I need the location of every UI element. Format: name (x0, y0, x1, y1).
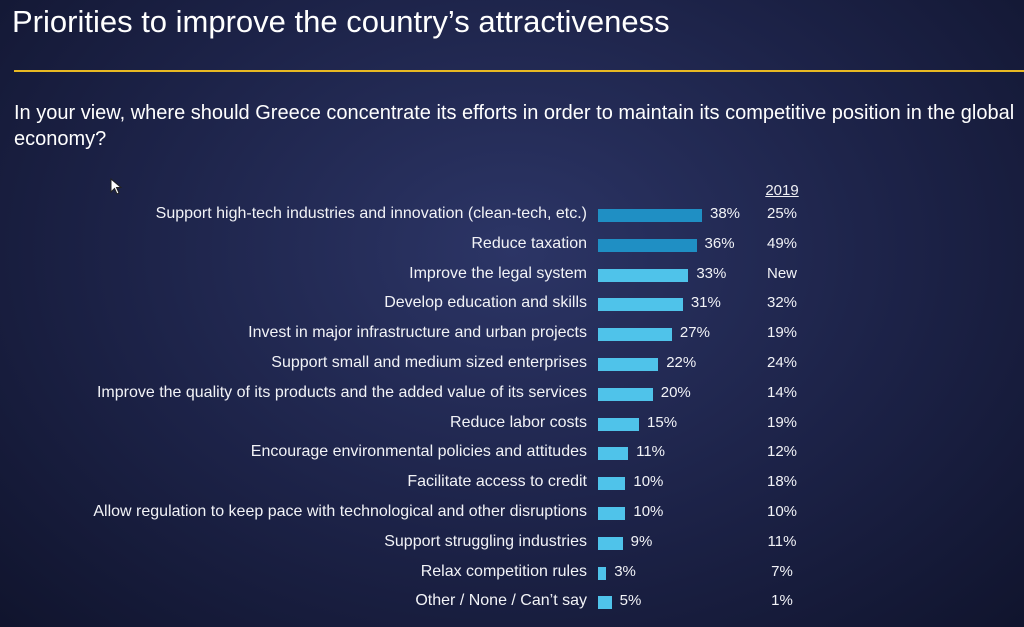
comparison-value-label: 49% (766, 234, 798, 252)
chart-row: Improve the quality of its products and … (0, 379, 1024, 409)
category-label: Reduce labor costs (450, 413, 587, 431)
chart-row: Facilitate access to credit 10% 18% (0, 468, 1024, 498)
bar (598, 507, 626, 520)
mouse-cursor-icon (110, 178, 123, 195)
chart-row: Support high-tech industries and innovat… (0, 200, 1024, 230)
chart-row: Allow regulation to keep pace with techn… (0, 498, 1024, 528)
comparison-value-label: 19% (766, 413, 798, 431)
chart-row: Support small and medium sized enterpris… (0, 349, 1024, 379)
value-label: 31% (690, 294, 721, 312)
bar (598, 209, 702, 222)
comparison-value-label: 18% (766, 473, 798, 491)
category-label: Develop education and skills (384, 294, 587, 312)
value-label: 3% (614, 562, 636, 580)
comparison-value-label: 19% (766, 324, 798, 342)
comparison-value-label: 14% (766, 383, 798, 401)
value-label: 27% (679, 324, 710, 342)
category-label: Invest in major infrastructure and urban… (248, 324, 587, 342)
value-label: 11% (636, 443, 666, 461)
page-title: Priorities to improve the country’s attr… (12, 4, 670, 39)
bar (598, 358, 659, 371)
comparison-value-label: New (766, 264, 797, 282)
comparison-value-label: 11% (767, 532, 797, 550)
bar (598, 238, 697, 252)
comparison-column-header: 2019 (765, 182, 799, 199)
category-label: Other / None / Can’t say (415, 592, 587, 610)
bar (598, 328, 672, 342)
category-label: Relax competition rules (420, 562, 587, 580)
chart-row: Relax competition rules 3% 7% (0, 558, 1024, 588)
value-label: 36% (704, 234, 735, 252)
chart-row: Improve the legal system 33% New (0, 260, 1024, 290)
category-label: Support struggling industries (384, 532, 587, 550)
value-label: 20% (660, 383, 691, 401)
chart-row: Support struggling industries 9% 11% (0, 528, 1024, 558)
category-label: Improve the quality of its products and … (96, 383, 587, 401)
chart-row: Other / None / Can’t say 5% 1% (0, 587, 1024, 617)
survey-question: In your view, where should Greece concen… (14, 102, 1015, 150)
chart-row: Reduce labor costs 15% 19% (0, 409, 1024, 439)
chart-row: Invest in major infrastructure and urban… (0, 319, 1024, 349)
priorities-bar-chart: Support high-tech industries and innovat… (0, 200, 1024, 620)
bar (598, 596, 612, 610)
comparison-value-label: 10% (766, 503, 798, 520)
comparison-value-label: 7% (771, 562, 793, 580)
bar (598, 387, 653, 401)
value-label: 5% (619, 592, 642, 610)
bar (598, 477, 626, 491)
bar (598, 268, 689, 282)
category-label: Improve the legal system (409, 264, 587, 282)
value-label: 10% (633, 503, 664, 520)
category-label: Facilitate access to credit (407, 473, 587, 491)
value-label: 38% (710, 205, 741, 222)
chart-row: Encourage environmental policies and att… (0, 438, 1024, 468)
value-label: 22% (666, 354, 697, 371)
bar (598, 417, 640, 431)
value-label: 15% (647, 413, 678, 431)
chart-row: Develop education and skills 31% 32% (0, 289, 1024, 319)
category-label: Allow regulation to keep pace with techn… (93, 503, 587, 520)
bar (598, 298, 683, 312)
comparison-value-label: 1% (771, 592, 793, 610)
category-label: Support small and medium sized enterpris… (271, 354, 587, 371)
comparison-value-label: 24% (766, 354, 798, 371)
bar (598, 447, 629, 461)
value-label: 33% (696, 264, 727, 282)
chart-row: Reduce taxation 36% 49% (0, 230, 1024, 260)
comparison-value-label: 12% (766, 443, 798, 461)
comparison-value-label: 25% (766, 205, 798, 222)
comparison-value-label: 32% (766, 294, 798, 312)
bar (598, 566, 607, 580)
value-label: 10% (633, 473, 664, 491)
category-label: Reduce taxation (471, 234, 587, 252)
value-label: 9% (630, 532, 653, 550)
category-label: Support high-tech industries and innovat… (155, 205, 587, 222)
category-label: Encourage environmental policies and att… (250, 443, 587, 461)
title-divider (14, 70, 1024, 72)
bar (598, 536, 623, 550)
